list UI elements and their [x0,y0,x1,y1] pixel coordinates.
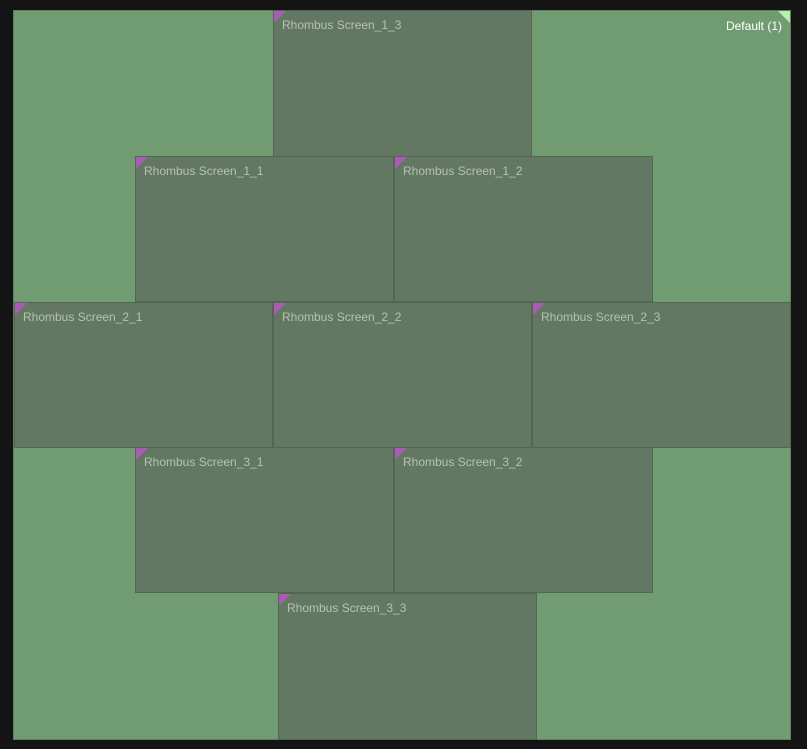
screen-label: Rhombus Screen_1_2 [403,164,523,178]
canvas-corner-marker [778,11,790,23]
screen-3-3[interactable]: Rhombus Screen_3_3 [278,593,537,740]
screen-corner-marker [533,303,545,315]
screen-corner-marker [15,303,27,315]
screen-label: Rhombus Screen_1_3 [282,18,402,32]
screen-label: Rhombus Screen_2_3 [541,310,661,324]
screen-corner-marker [136,448,148,460]
screen-label: Rhombus Screen_3_1 [144,455,264,469]
screen-label: Rhombus Screen_3_3 [287,601,407,615]
canvas-label: Default (1) [725,19,782,33]
screen-2-2[interactable]: Rhombus Screen_2_2 [273,302,532,448]
screen-label: Rhombus Screen_3_2 [403,455,523,469]
screen-3-1[interactable]: Rhombus Screen_3_1 [135,447,394,593]
screen-corner-marker [395,448,407,460]
screen-1-1[interactable]: Rhombus Screen_1_1 [135,156,394,302]
screen-label: Rhombus Screen_1_1 [144,164,264,178]
screen-corner-marker [395,157,407,169]
screen-corner-marker [274,11,286,23]
screen-1-2[interactable]: Rhombus Screen_1_2 [394,156,653,302]
screen-label: Rhombus Screen_2_2 [282,310,402,324]
screen-2-1[interactable]: Rhombus Screen_2_1 [14,302,273,448]
screen-1-3[interactable]: Rhombus Screen_1_3 [273,10,532,157]
screen-corner-marker [279,594,291,606]
screen-2-3[interactable]: Rhombus Screen_2_3 [532,302,791,448]
screen-corner-marker [136,157,148,169]
screen-label: Rhombus Screen_2_1 [23,310,143,324]
screen-3-2[interactable]: Rhombus Screen_3_2 [394,447,653,593]
screen-corner-marker [274,303,286,315]
